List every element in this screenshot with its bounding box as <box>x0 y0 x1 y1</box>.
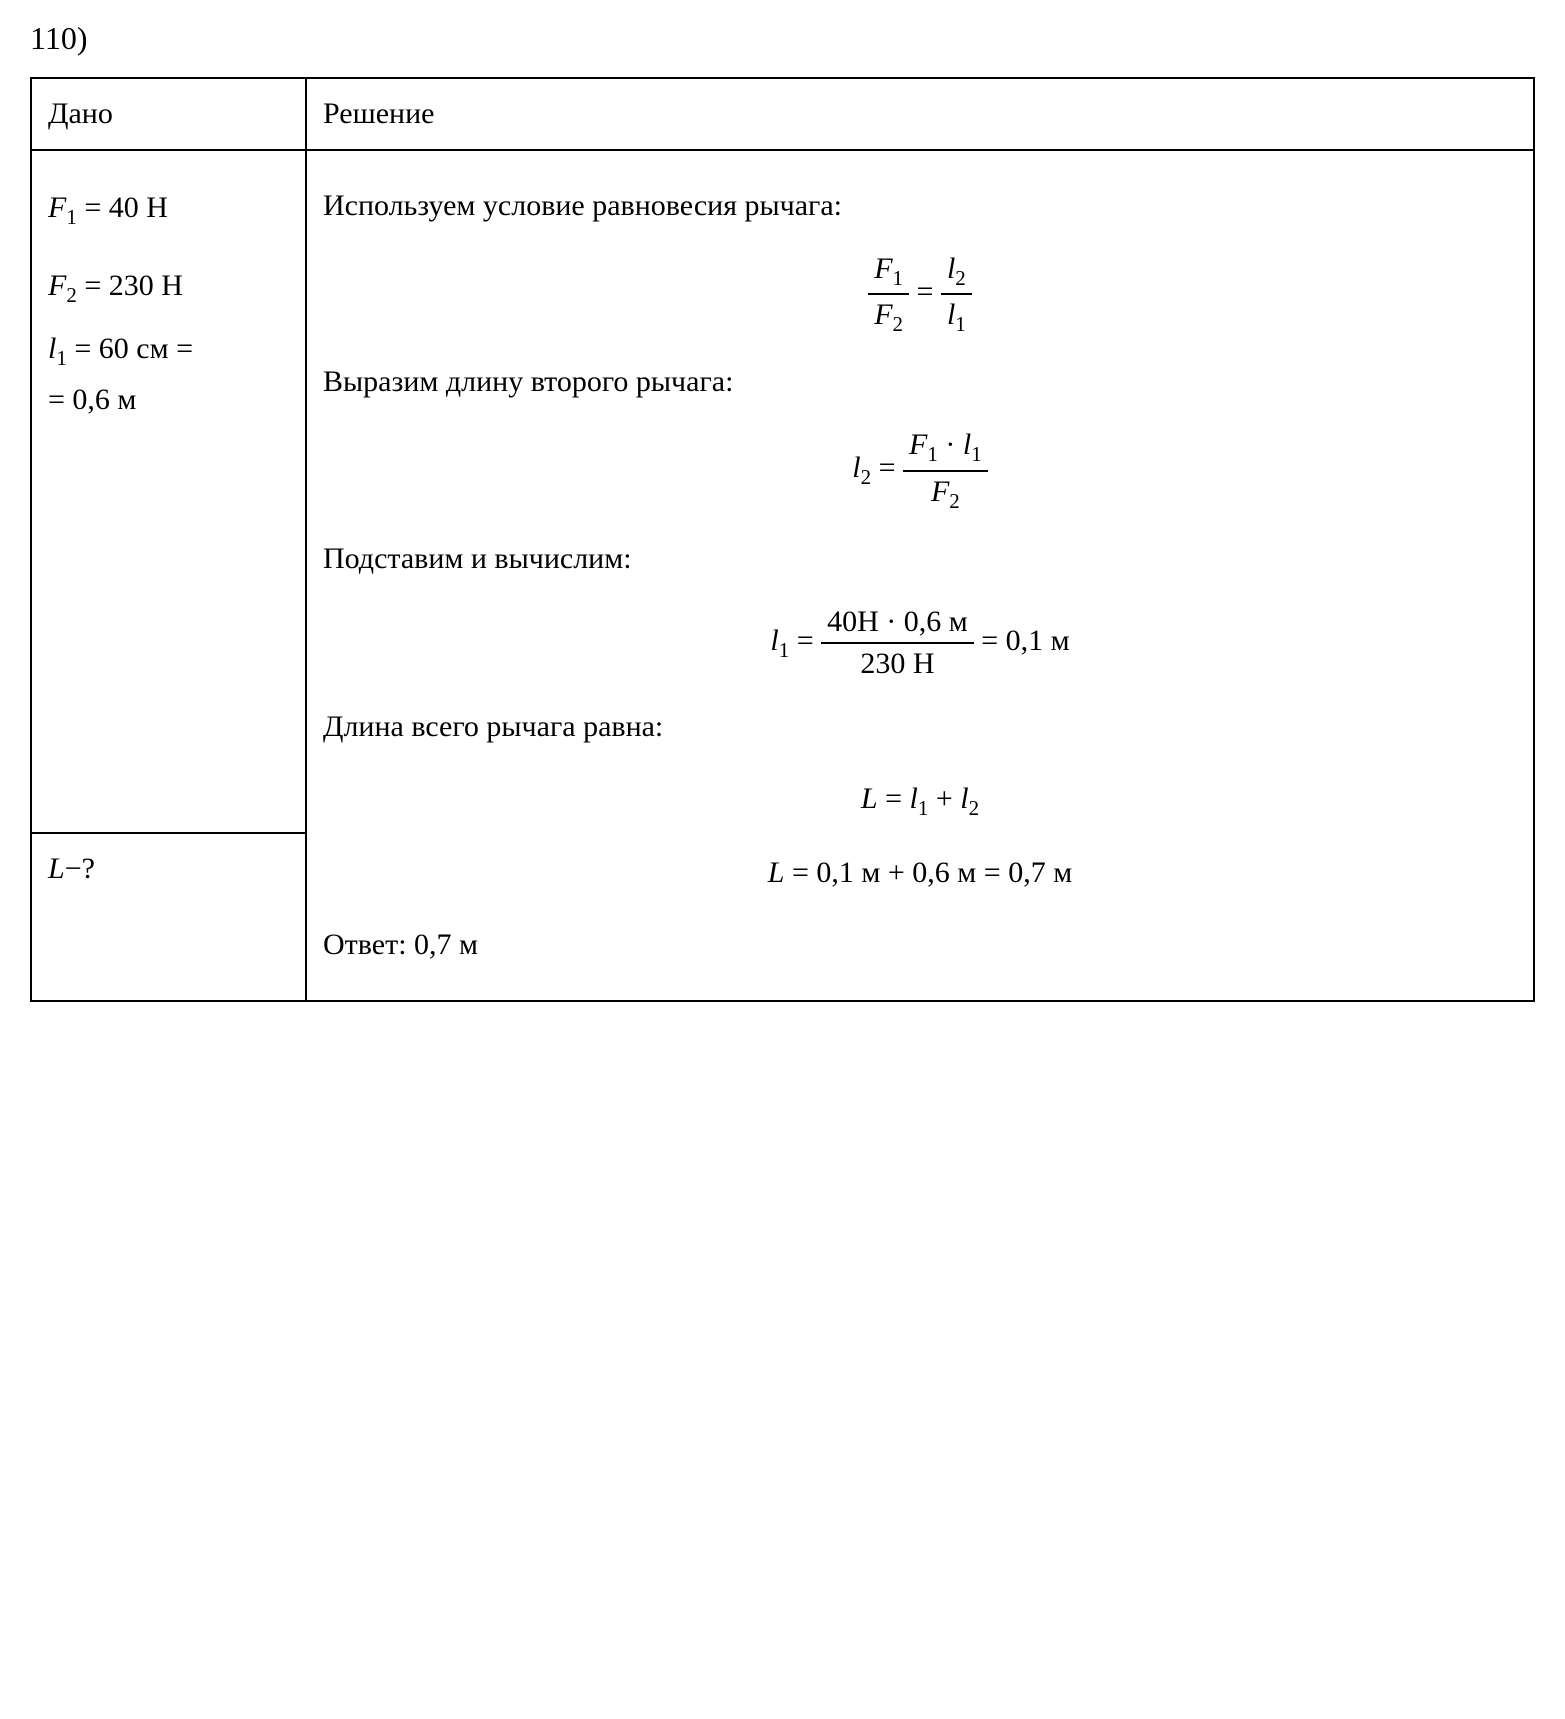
eq3-frac: 40Н · 0,6 м 230 Н <box>821 604 974 682</box>
eq4-eq: = <box>878 782 910 815</box>
given-f1: F1 = 40 Н <box>48 169 289 247</box>
eq2-equals: = <box>879 451 903 484</box>
given-l1: l1 = 60 см = = 0,6 м <box>48 325 289 424</box>
header-row: Дано Решение <box>31 78 1534 150</box>
solution-header: Решение <box>306 78 1534 150</box>
eq4-plus: + <box>928 782 960 815</box>
eq2-frac: F1 · l1 F2 <box>903 427 988 513</box>
eq1-lhs-num-f: F <box>874 252 892 285</box>
eq4-l2: l <box>960 782 968 815</box>
eq4-L: L <box>861 782 878 815</box>
eq1-rhs-frac: l2 l1 <box>941 251 972 337</box>
eq2-den-f: F <box>931 475 949 508</box>
equation-1: F1 F2 = l2 l1 <box>323 251 1517 337</box>
equation-5: L = 0,1 м + 0,6 м = 0,7 м <box>323 846 1517 900</box>
eq2-num-l: l <box>963 428 971 461</box>
f2-symbol: F <box>48 269 66 302</box>
given-f2: F2 = 230 Н <box>48 247 289 325</box>
eq3-result: = 0,1 м <box>981 624 1069 657</box>
eq4-l2-sub: 2 <box>969 796 980 820</box>
eq1-lhs-den-f: F <box>874 298 892 331</box>
l1-value-line2: = 0,6 м <box>48 383 136 416</box>
f1-sub: 1 <box>66 205 77 229</box>
step2-text: Выразим длину второго рычага: <box>323 355 1517 409</box>
step1-text: Используем условие равновесия рычага: <box>323 179 1517 233</box>
question-text: −? <box>65 852 95 885</box>
eq5-text: = 0,1 м + 0,6 м = 0,7 м <box>784 856 1072 889</box>
answer-label: Ответ: <box>323 928 414 961</box>
solution-cell: Используем условие равновесия рычага: F1… <box>306 150 1534 1001</box>
equation-3: l1 = 40Н · 0,6 м 230 Н = 0,1 м <box>323 604 1517 682</box>
solution-table: Дано Решение F1 = 40 Н F2 = 230 Н l1 = 6… <box>30 77 1535 1002</box>
eq1-lhs-num-sub: 1 <box>893 266 904 290</box>
eq3-den: 230 Н <box>821 644 974 682</box>
problem-number: 110) <box>30 20 1535 57</box>
eq2-lhs-l: l <box>852 451 860 484</box>
eq1-rhs-num-sub: 2 <box>955 266 966 290</box>
equation-2: l2 = F1 · l1 F2 <box>323 427 1517 513</box>
answer-value: 0,7 м <box>414 928 478 961</box>
l1-sub: 1 <box>56 346 67 370</box>
l1-value-line1: = 60 см = <box>67 332 193 365</box>
step3-text: Подставим и вычислим: <box>323 532 1517 586</box>
eq1-rhs-den-sub: 1 <box>955 312 966 336</box>
f1-symbol: F <box>48 191 66 224</box>
eq2-lhs-sub: 2 <box>861 465 872 489</box>
eq2-num-dot: · <box>938 428 963 461</box>
eq3-lhs-l: l <box>770 624 778 657</box>
content-row-1: F1 = 40 Н F2 = 230 Н l1 = 60 см = = 0,6 … <box>31 150 1534 833</box>
given-header: Дано <box>31 78 306 150</box>
eq4-l1-sub: 1 <box>918 796 929 820</box>
step4-text: Длина всего рычага равна: <box>323 700 1517 754</box>
f2-value: = 230 Н <box>77 269 183 302</box>
eq1-equals: = <box>917 275 941 308</box>
eq3-num: 40Н · 0,6 м <box>821 604 974 644</box>
eq3-equals: = <box>797 624 821 657</box>
question-cell: L−? <box>31 833 306 1001</box>
eq3-lhs-sub: 1 <box>779 638 790 662</box>
eq2-num-l-sub: 1 <box>971 442 982 466</box>
eq2-num-f-sub: 1 <box>927 442 938 466</box>
f1-value: = 40 Н <box>77 191 168 224</box>
eq5-L: L <box>768 856 785 889</box>
question-L: L <box>48 852 65 885</box>
eq2-den-f-sub: 2 <box>949 489 960 513</box>
answer-line: Ответ: 0,7 м <box>323 918 1517 972</box>
equation-4: L = l1 + l2 <box>323 772 1517 828</box>
eq4-l1: l <box>910 782 918 815</box>
eq2-num-f: F <box>909 428 927 461</box>
given-cell: F1 = 40 Н F2 = 230 Н l1 = 60 см = = 0,6 … <box>31 150 306 833</box>
eq1-lhs-frac: F1 F2 <box>868 251 909 337</box>
f2-sub: 2 <box>66 283 77 307</box>
eq1-lhs-den-sub: 2 <box>893 312 904 336</box>
